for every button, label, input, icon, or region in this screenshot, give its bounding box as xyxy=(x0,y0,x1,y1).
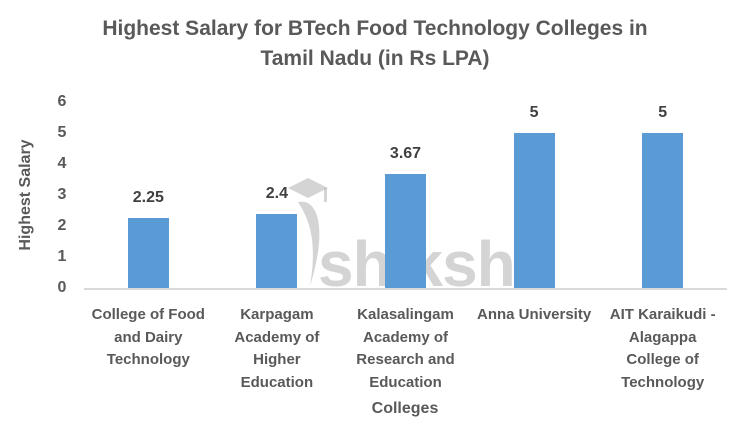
chart-title: Highest Salary for BTech Food Technology… xyxy=(0,14,750,74)
y-tick-label: 0 xyxy=(57,279,67,296)
bar xyxy=(385,174,426,288)
bar-value-label: 5 xyxy=(658,104,668,121)
chart-title-line-2: Tamil Nadu (in Rs LPA) xyxy=(260,47,490,70)
y-tick-label: 5 xyxy=(57,124,67,141)
x-tick-label: College of Food and Dairy Technology xyxy=(91,306,205,368)
bar-value-label: 5 xyxy=(529,104,539,121)
shiksha-logo-icon xyxy=(288,178,328,286)
x-axis-line xyxy=(84,288,727,290)
bar xyxy=(513,133,555,288)
bar xyxy=(127,218,169,288)
bar xyxy=(256,213,298,288)
y-tick-label: 6 xyxy=(57,93,67,110)
x-tick-label: Karpagam Academy of Higher Education xyxy=(234,306,320,391)
bar-value-label: 3.67 xyxy=(389,145,422,163)
chart-title-line-1: Highest Salary for BTech Food Technology… xyxy=(102,17,648,40)
y-tick-label: 4 xyxy=(57,155,67,172)
bar xyxy=(642,133,684,288)
x-tick-label: AIT Karaikudi - Alagappa College of Technol… xyxy=(609,306,716,391)
watermark: shiksha xyxy=(318,228,550,300)
y-axis-title: Highest Salary xyxy=(17,139,34,251)
y-tick-label: 3 xyxy=(57,186,67,203)
bar-value-label: 2.4 xyxy=(265,184,289,202)
x-tick-label: Kalasalingam Academy of Research and Educat… xyxy=(356,306,455,391)
x-tick-label: Anna University xyxy=(476,306,592,323)
y-tick-label: 2 xyxy=(57,217,67,234)
bar-value-label: 2.25 xyxy=(132,189,164,207)
y-tick-label: 1 xyxy=(57,248,67,265)
x-axis-title: Colleges xyxy=(371,400,439,417)
